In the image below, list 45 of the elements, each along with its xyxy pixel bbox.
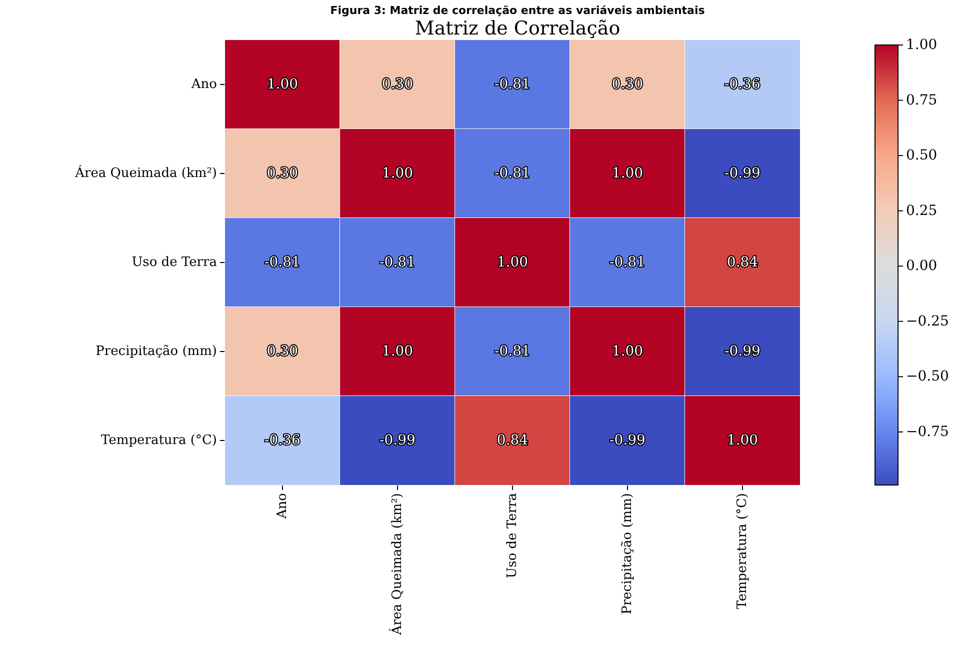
data-label: 1.00	[726, 432, 758, 448]
color-bar-label: −0.75	[906, 424, 949, 440]
color-bar-label: 1.00	[906, 37, 938, 53]
data-label: 0.30	[612, 76, 644, 92]
data-label: -0.99	[610, 432, 646, 448]
color-bar-label: 0.75	[906, 92, 938, 108]
data-label: -0.36	[264, 432, 301, 448]
data-label: 0.84	[496, 432, 528, 448]
data-label: 1.00	[266, 76, 298, 92]
data-label: -0.81	[494, 344, 530, 360]
color-bar-label: −0.25	[906, 313, 949, 330]
data-label: -0.99	[724, 344, 760, 360]
x-tick-label: Ano	[275, 492, 290, 520]
color-bar-label: 0.50	[906, 148, 938, 164]
color-bar-label: 0.00	[906, 258, 938, 274]
data-label: -0.99	[724, 166, 760, 182]
data-label: 0.30	[266, 344, 298, 360]
color-bar-label: −0.50	[906, 368, 949, 385]
x-tick-label: Temperatura (°C)	[735, 493, 750, 609]
x-tick-label: Área Queimada (km²)	[388, 493, 405, 636]
data-label: 1.00	[382, 166, 414, 182]
data-label: -0.81	[610, 254, 646, 270]
y-tick-label: Temperatura (°C)	[101, 433, 217, 448]
data-label: 1.00	[612, 344, 644, 360]
y-tick-label: Precipitação (mm)	[96, 344, 217, 359]
data-label: -0.81	[494, 76, 530, 92]
data-label: -0.99	[380, 432, 416, 448]
chart-title: Matriz de Correlação	[414, 18, 620, 40]
y-tick-label: Ano	[190, 77, 218, 92]
y-tick-label: Área Queimada (km²)	[74, 164, 217, 181]
data-label: 1.00	[496, 254, 528, 270]
text: Figura 3: Matriz de correlação entre as variáveis ambientais	[330, 4, 706, 17]
data-label: -0.81	[380, 254, 416, 270]
data-label: -0.81	[494, 166, 530, 182]
data-label: 1.00	[612, 166, 644, 182]
data-label: 0.84	[726, 254, 758, 270]
data-label: -0.36	[724, 76, 761, 92]
x-tick-label: Precipitação (mm)	[620, 493, 635, 614]
data-label: 0.30	[382, 76, 414, 92]
data-label: 0.30	[266, 166, 298, 182]
data-label: 1.00	[382, 344, 414, 360]
x-tick-label: Uso de Terra	[505, 492, 520, 578]
y-tick-label: Uso de Terra	[132, 255, 218, 270]
color-bar-label: 0.25	[906, 202, 938, 219]
data-label: -0.81	[264, 254, 300, 270]
